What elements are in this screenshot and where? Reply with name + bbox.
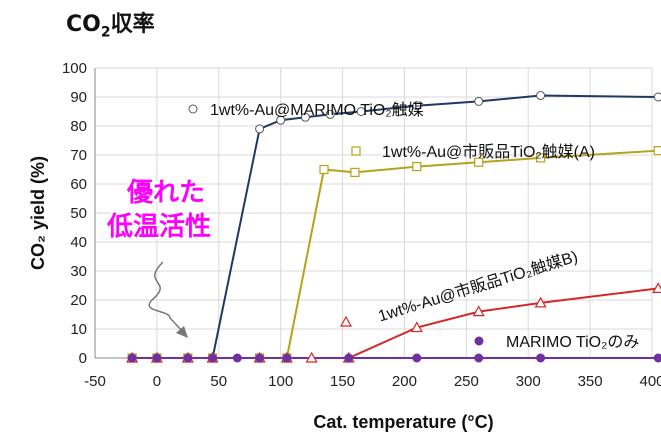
annotation-arrowhead — [176, 326, 188, 338]
data-point — [412, 162, 422, 172]
x-tick-label: 0 — [153, 373, 161, 390]
x-tick-label: 300 — [516, 373, 541, 390]
page-title: CO2収率 — [66, 12, 155, 41]
data-point — [255, 124, 265, 134]
data-point — [536, 91, 546, 101]
x-tick-label: 100 — [268, 373, 293, 390]
data-point — [412, 353, 422, 363]
legend-marker — [339, 315, 353, 327]
y-tick-label: 30 — [70, 263, 87, 280]
data-point — [536, 353, 546, 363]
legend-marker — [188, 104, 198, 114]
y-tick-label: 80 — [70, 118, 87, 135]
series-label: 1wt%-Au@MARIMO TiO₂触媒 — [210, 101, 424, 119]
x-tick-label: 200 — [392, 373, 417, 390]
annotation-highlight-1: 優れた — [126, 178, 205, 208]
data-point — [653, 146, 661, 156]
data-point — [127, 353, 137, 363]
annotation-highlight-2: 低温活性 — [106, 212, 211, 242]
data-point — [152, 353, 162, 363]
data-point — [344, 353, 354, 363]
y-tick-label: 40 — [70, 234, 87, 251]
data-point — [183, 353, 193, 363]
y-tick-label: 90 — [70, 89, 87, 106]
data-point — [325, 109, 335, 119]
data-point — [474, 96, 484, 106]
data-point — [208, 353, 218, 363]
x-tick-label: 250 — [454, 373, 479, 390]
y-tick-label: 100 — [62, 60, 87, 77]
data-point — [535, 153, 546, 163]
annotation-arrow — [148, 261, 185, 334]
y-tick-label: 60 — [70, 176, 87, 193]
data-point — [300, 112, 310, 122]
data-point — [474, 353, 484, 363]
series-label: MARIMO TiO₂のみ — [506, 334, 639, 351]
data-point — [319, 164, 329, 175]
series-line — [132, 149, 659, 359]
y-tick-label: 10 — [70, 321, 87, 338]
y-tick-label: 20 — [70, 292, 87, 309]
data-point — [534, 296, 547, 308]
x-tick-label: 400 — [639, 373, 661, 390]
y-axis-label: CO₂ yield (%) — [28, 156, 48, 270]
series-label: 1wt%-Au@市販品TiO₂触媒(A) — [382, 143, 595, 161]
data-point — [305, 351, 318, 363]
y-tick-label: 70 — [70, 147, 87, 164]
data-point — [653, 92, 661, 102]
legend-marker — [474, 336, 484, 346]
data-point — [282, 353, 292, 363]
x-tick-label: 150 — [330, 373, 355, 390]
data-point — [653, 353, 661, 363]
data-point — [232, 353, 242, 363]
data-point — [410, 321, 423, 333]
data-point — [255, 353, 265, 363]
data-point — [356, 107, 366, 116]
x-tick-label: -50 — [84, 373, 106, 390]
y-tick-label: 0 — [79, 350, 87, 367]
data-point — [350, 167, 360, 177]
data-point — [474, 157, 484, 167]
data-point — [472, 305, 485, 317]
x-axis-label: Cat. temperature (°C) — [313, 412, 493, 432]
data-point — [412, 101, 422, 111]
x-tick-label: 50 — [210, 373, 227, 390]
data-point — [276, 115, 286, 125]
x-tick-label: 350 — [578, 373, 603, 390]
y-tick-label: 50 — [70, 205, 87, 222]
legend-marker — [351, 146, 361, 156]
